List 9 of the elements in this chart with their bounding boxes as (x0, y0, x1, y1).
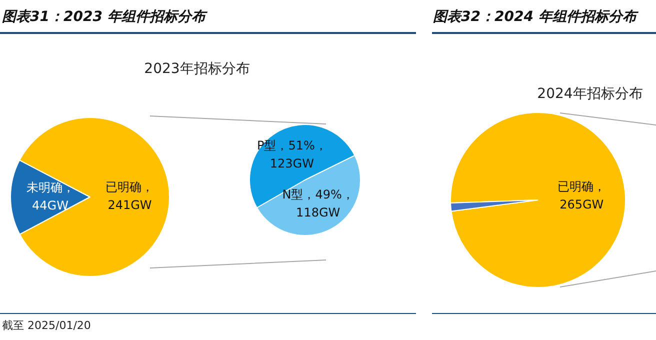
text: 2023年招标分布 (144, 60, 250, 78)
slice-label: 已明确，265GW (558, 180, 606, 212)
chart-title: 图表31：2023 年组件招标分布 (2, 8, 206, 26)
slice-label: N型，49%，118GW (282, 188, 354, 220)
slice-label: 未明确，44GW (26, 180, 74, 212)
chart-title: 图表32：2024 年组件招标分布 (433, 8, 636, 26)
chart-subtitle: 2024年招标分布 (537, 85, 643, 103)
text: 截至 2025/01/20 (2, 318, 91, 333)
slice-label: 已明确，241GW (106, 180, 154, 212)
